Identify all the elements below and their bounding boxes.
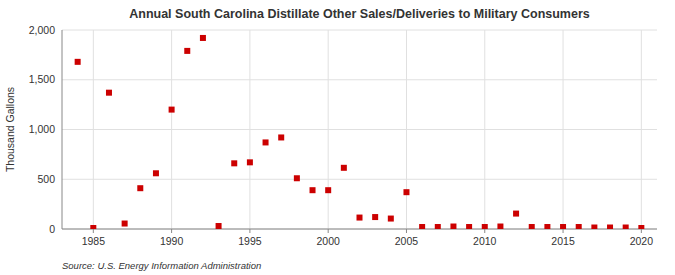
grid-line xyxy=(93,30,94,229)
y-tick-label: 500 xyxy=(37,173,55,185)
grid-line xyxy=(328,30,329,229)
point xyxy=(90,225,96,229)
y-axis-label: Thousand Gallons xyxy=(4,87,16,172)
point xyxy=(200,35,206,41)
point xyxy=(153,170,159,176)
point xyxy=(137,185,143,191)
x-axis-line xyxy=(62,229,657,230)
grid-line xyxy=(484,30,485,229)
chart: Annual South Carolina Distillate Other S… xyxy=(0,0,675,275)
point xyxy=(216,223,222,229)
y-tick-label: 1,000 xyxy=(29,123,55,135)
x-tick xyxy=(328,229,329,233)
point xyxy=(372,214,378,220)
point xyxy=(529,224,535,229)
point xyxy=(497,224,503,229)
point xyxy=(247,159,253,165)
x-tick-label: 2000 xyxy=(317,235,341,247)
axes: 0 500 1,000 1,500 2,000 1985 1990 1995 2000 2005 2… xyxy=(29,24,657,248)
point xyxy=(325,187,331,193)
point xyxy=(294,175,300,181)
point xyxy=(310,187,316,193)
y-tick-label: 1,500 xyxy=(29,73,55,85)
point xyxy=(122,221,128,227)
point xyxy=(75,59,81,65)
y-tick-label: 0 xyxy=(49,223,55,235)
point xyxy=(607,225,613,229)
point xyxy=(419,224,425,229)
x-tick xyxy=(484,229,485,233)
point xyxy=(544,224,550,229)
x-tick-label: 2005 xyxy=(395,235,419,247)
points xyxy=(75,35,645,229)
point xyxy=(623,225,629,229)
grid-line xyxy=(62,30,657,31)
point xyxy=(591,225,597,229)
point xyxy=(638,225,644,229)
x-tick xyxy=(563,229,564,233)
grid-line xyxy=(62,179,657,180)
point xyxy=(231,160,237,166)
x-tick-label: 1985 xyxy=(82,235,106,247)
x-tick xyxy=(249,229,250,233)
point xyxy=(482,224,488,229)
x-tick xyxy=(93,229,94,233)
x-tick-label: 2010 xyxy=(473,235,497,247)
y-tick-label: 2,000 xyxy=(29,24,55,36)
grid xyxy=(62,30,657,229)
point xyxy=(278,134,284,140)
grid-line xyxy=(249,30,250,229)
point xyxy=(576,224,582,229)
point xyxy=(388,216,394,222)
grid-line xyxy=(62,129,657,130)
point xyxy=(106,90,112,96)
grid-line xyxy=(406,30,407,229)
point xyxy=(560,224,566,229)
grid-line xyxy=(641,30,642,229)
grid-line xyxy=(171,30,172,229)
chart-container: Annual South Carolina Distillate Other S… xyxy=(0,0,675,275)
x-tick xyxy=(406,229,407,233)
x-tick-label: 2015 xyxy=(551,235,575,247)
x-tick-label: 2020 xyxy=(630,235,654,247)
title: Annual South Carolina Distillate Other S… xyxy=(129,7,590,21)
x-tick-label: 1990 xyxy=(160,235,184,247)
grid-line xyxy=(563,30,564,229)
x-tick xyxy=(641,229,642,233)
point xyxy=(169,107,175,113)
point xyxy=(403,189,409,195)
point xyxy=(341,165,347,171)
point xyxy=(466,224,472,229)
point xyxy=(184,48,190,54)
x-tick xyxy=(171,229,172,233)
point xyxy=(435,224,441,229)
x-tick-label: 1995 xyxy=(238,235,262,247)
point xyxy=(450,224,456,229)
point xyxy=(513,211,519,217)
grid-line xyxy=(62,79,657,80)
grid-line xyxy=(62,229,657,230)
point xyxy=(357,215,363,221)
point xyxy=(263,139,269,145)
y-axis-line xyxy=(62,30,63,229)
annotation: Source: U.S. Energy Information Administ… xyxy=(62,260,261,271)
